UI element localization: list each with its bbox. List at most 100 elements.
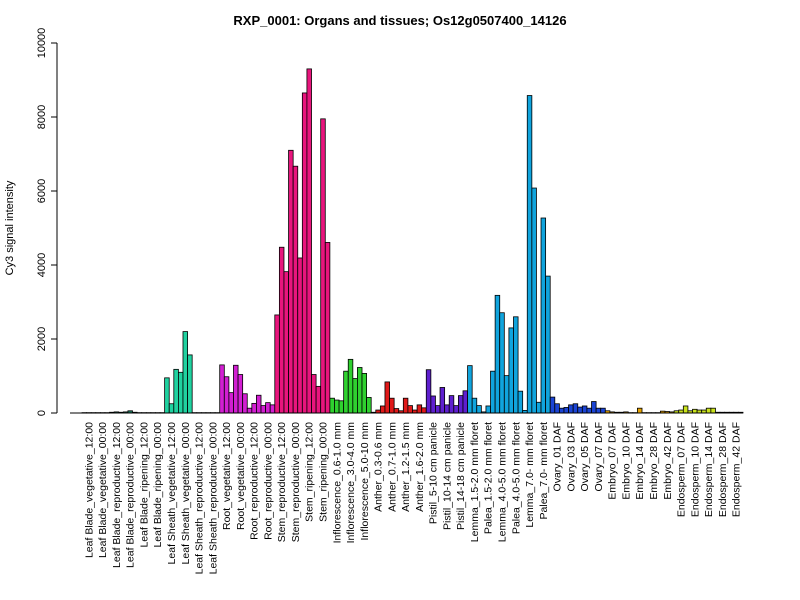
category-label: Leaf Blade_vegetative_12:00 (83, 422, 95, 558)
bar (288, 149, 294, 414)
bar (361, 373, 368, 414)
bar (278, 246, 285, 414)
bar (572, 403, 579, 414)
bar (513, 316, 519, 414)
bar (425, 369, 432, 414)
bar (536, 401, 542, 414)
bar (187, 354, 193, 414)
bar (233, 364, 239, 414)
bar (554, 403, 560, 414)
bar (453, 405, 459, 414)
category-label: Leaf Blade_reproductive_12:00 (111, 422, 123, 568)
bars (81, 68, 744, 414)
bar (503, 375, 510, 414)
y-tick-label: 10000 (36, 28, 48, 59)
category-label: Stem_ripening_12:00 (304, 422, 316, 522)
category-label: Embryo_07 DAF (607, 422, 619, 500)
bar (471, 397, 478, 414)
bar (265, 402, 271, 414)
category-label: Endosperm_07 DAF (676, 422, 688, 517)
bar (237, 374, 244, 414)
bar (251, 402, 257, 414)
bar (334, 399, 340, 414)
bar (540, 217, 547, 414)
category-label: Inflorescence_5.0-10 mm (359, 422, 371, 541)
category-label: Anther_1.6-2.0 mm (414, 422, 426, 512)
bar (595, 407, 602, 414)
bar (448, 395, 455, 414)
category-label: Leaf Blade_vegetative_00:00 (97, 422, 109, 558)
bar (526, 95, 533, 414)
bar (219, 364, 225, 414)
bar (347, 358, 354, 414)
category-label: Lemma_1.5-2.0 mm floret (469, 422, 481, 542)
bar (311, 374, 317, 414)
bar (393, 408, 400, 414)
bar (260, 405, 267, 414)
bar (384, 381, 390, 414)
bar (568, 404, 574, 414)
category-label: Anther_0.7-1.0 mm (386, 422, 398, 512)
bar (692, 408, 698, 414)
bar (256, 394, 262, 414)
category-label: Embryo_42 DAF (662, 422, 674, 500)
bar (545, 275, 551, 414)
bar (168, 403, 175, 414)
category-label: Endosperm_42 DAF (731, 422, 743, 517)
bar (457, 395, 464, 414)
category-label: Pistil_10-14 cm panicle (441, 422, 453, 530)
bar (366, 397, 372, 414)
category-label: Root_vegetative_12:00 (221, 422, 233, 530)
category-label: Ovary_07 DAF (593, 422, 605, 491)
bar (301, 92, 308, 414)
bar (531, 187, 537, 414)
category-label: Leaf Sheath_vegetative_00:00 (180, 422, 192, 565)
bar (343, 370, 349, 414)
category-label: Endosperm_28 DAF (717, 422, 729, 517)
bar (173, 368, 179, 414)
category-label: Lemma_7.0- mm floret (524, 422, 536, 528)
category-label: Embryo_10 DAF (620, 422, 632, 500)
y-tick-label: 8000 (36, 105, 48, 129)
bar (421, 407, 427, 414)
category-label: Leaf Blade_ripening_00:00 (152, 422, 164, 548)
category-label: Endosperm_10 DAF (689, 422, 701, 517)
category-label: Palea_4.0-5.0 mm floret (510, 422, 522, 534)
category-label: Embryo_28 DAF (648, 422, 660, 500)
bar (517, 390, 524, 414)
bar (430, 395, 436, 414)
bar (246, 407, 253, 414)
bar (283, 271, 289, 414)
category-label: Stem_reproductive_12:00 (276, 422, 288, 542)
bar (591, 401, 597, 414)
category-label: Root_reproductive_00:00 (262, 422, 274, 540)
category-label: Embryo_14 DAF (634, 422, 646, 500)
category-label: Inflorescence_3.0-4.0 mm (345, 422, 357, 544)
bar (324, 242, 331, 414)
bar (476, 405, 482, 414)
bar (485, 405, 491, 414)
category-label: Leaf Sheath_reproductive_12:00 (194, 422, 206, 575)
bar (306, 68, 312, 414)
bar (462, 390, 468, 414)
y-tick-label: 0 (36, 410, 48, 416)
chart-title: RXP_0001: Organs and tissues; Os12g05074… (233, 13, 566, 28)
bar (444, 404, 450, 414)
bar (357, 367, 363, 414)
category-label: Stem_reproductive_00:00 (290, 422, 302, 542)
category-label: Palea_1.5-2.0 mm floret (483, 422, 495, 534)
category-label: Leaf Blade_reproductive_00:00 (125, 422, 137, 568)
category-label: Inflorescence_0.6-1.0 mm (331, 422, 343, 544)
bar (352, 378, 358, 414)
category-label: Pistil_5-10 cm panicle (428, 422, 440, 524)
bar (682, 405, 689, 414)
category-label: Stem_ripening_00:00 (317, 422, 329, 522)
bar (558, 407, 565, 414)
bar (467, 365, 473, 414)
bar (581, 405, 588, 414)
bar (228, 392, 234, 414)
bar (164, 377, 170, 414)
bar (435, 405, 441, 414)
category-label: Lemma_4.0-5.0 mm floret (497, 422, 509, 542)
category-label: Ovary_03 DAF (565, 422, 577, 491)
